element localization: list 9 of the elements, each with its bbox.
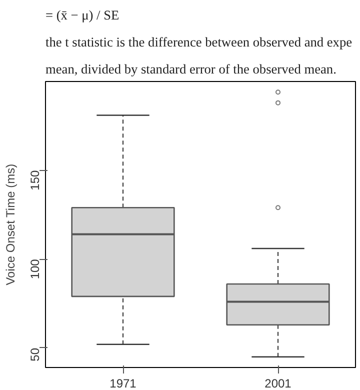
text: mean, divided by standard error of the observed mean.: [46, 62, 336, 76]
text: the t statistic is the difference between observed and expe: [46, 34, 352, 50]
x-tick-label: 1971: [110, 376, 137, 390]
y-tick-label: 150: [28, 170, 42, 190]
y-tick-label: 50: [28, 348, 42, 362]
y-axis-title: Voice Onset Time (ms): [4, 164, 18, 286]
text: = (x̄ − μ) / SE: [46, 8, 120, 22]
x-tick-label: 2001: [264, 376, 292, 390]
y-tick-label: 100: [28, 258, 42, 280]
